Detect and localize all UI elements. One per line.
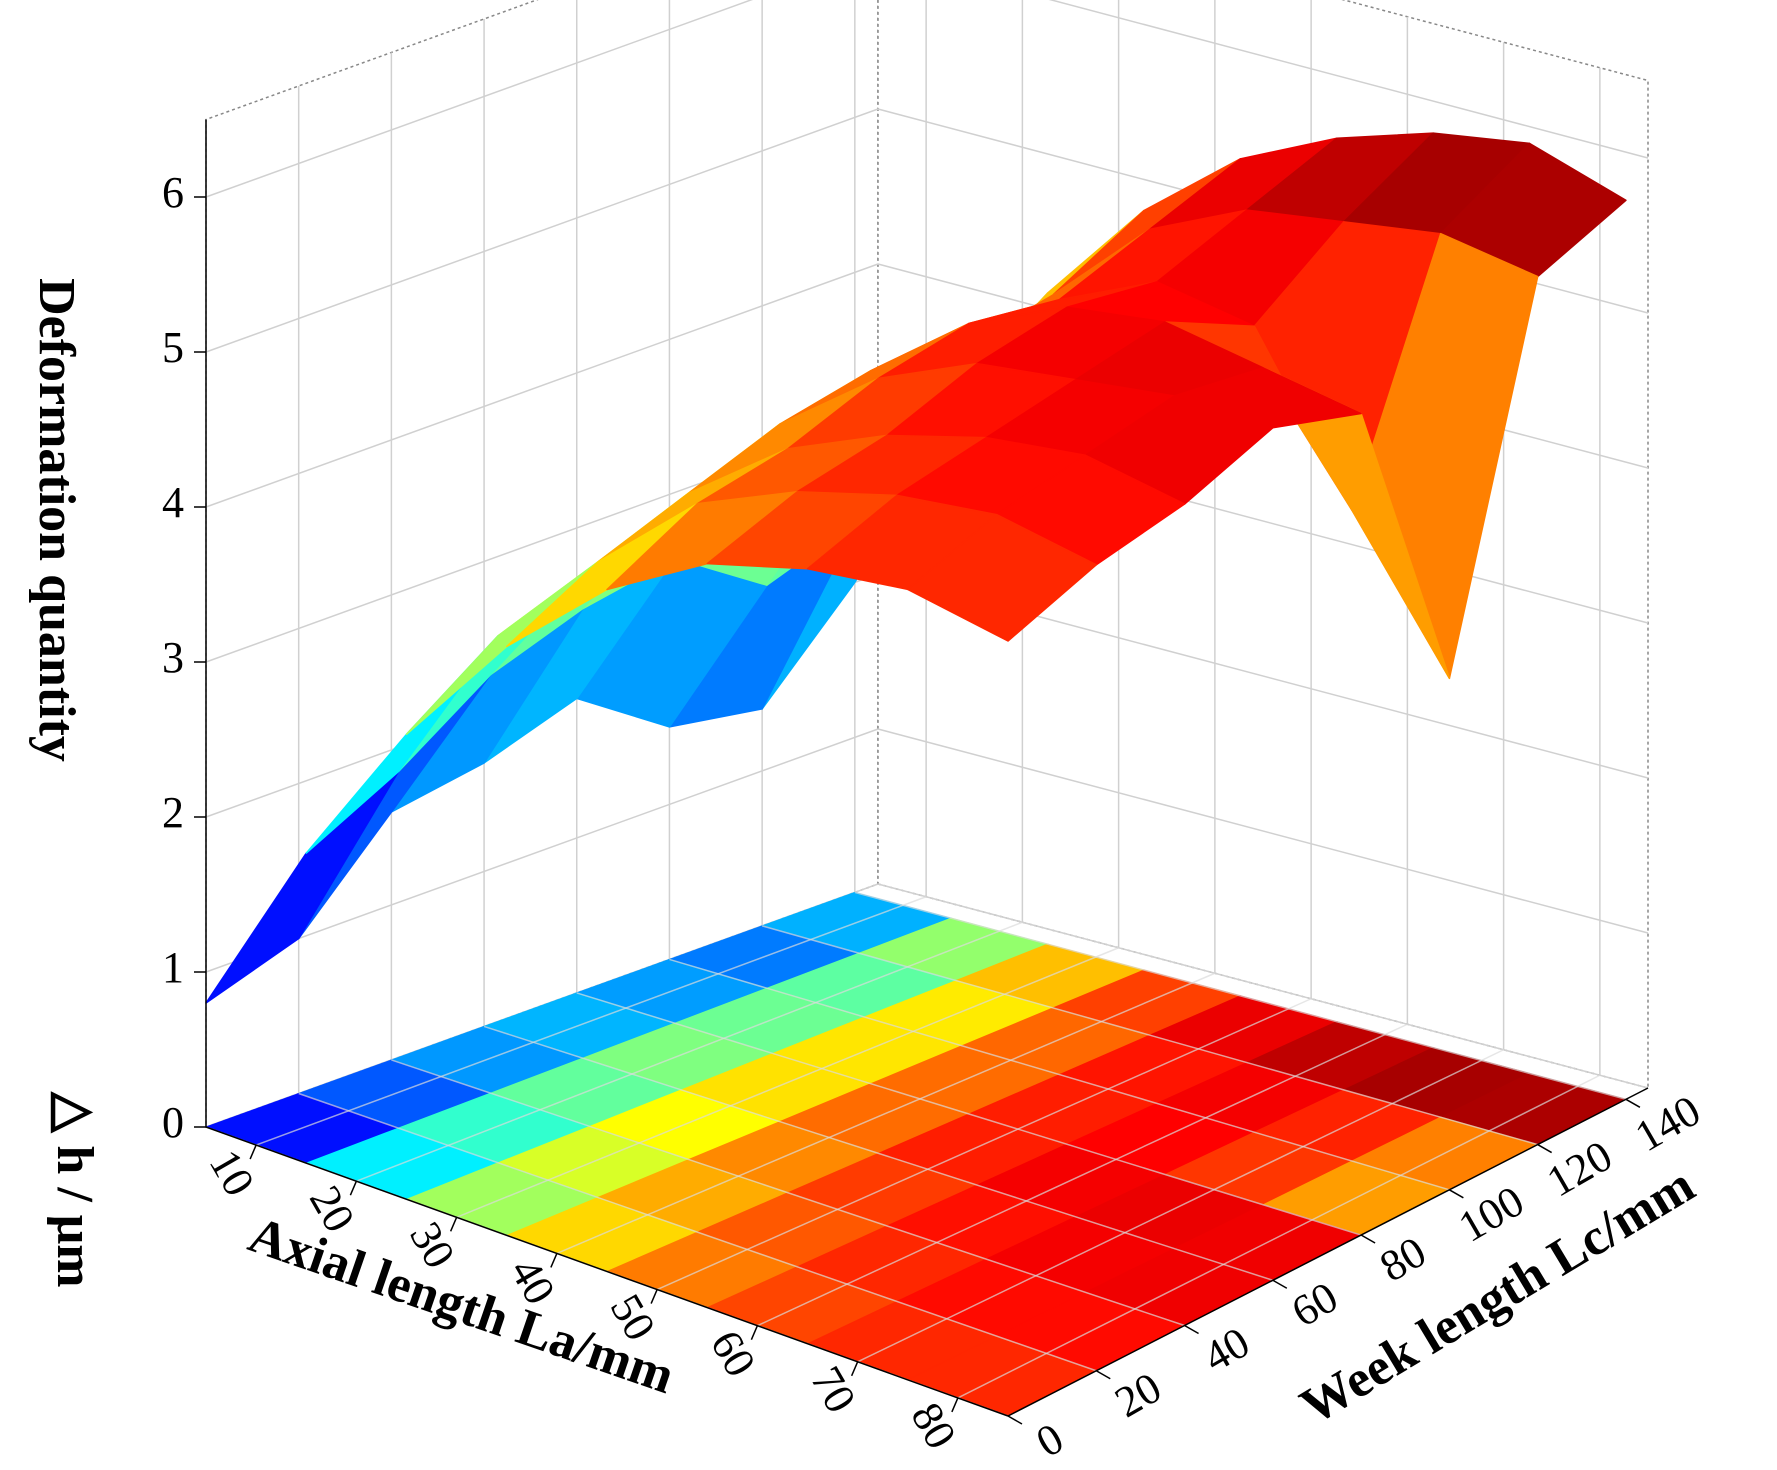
x-tick <box>850 1361 859 1377</box>
x-tick <box>750 1325 759 1340</box>
y-tick <box>1007 1415 1023 1425</box>
z-tick-label: 6 <box>162 168 184 217</box>
y-tick <box>1272 1279 1288 1289</box>
floor-grid-line <box>255 896 927 1146</box>
y-tick-label: 100 <box>1450 1176 1532 1251</box>
y-tick <box>1360 1234 1376 1244</box>
x-tick-label: 60 <box>701 1322 765 1385</box>
x-tick-label: 80 <box>901 1394 965 1457</box>
y-tick-label: 80 <box>1372 1227 1435 1291</box>
y-tick <box>1537 1143 1553 1154</box>
z-tick-label: 4 <box>162 478 184 527</box>
x-tick-label: 70 <box>801 1358 865 1421</box>
y-tick <box>1449 1189 1464 1199</box>
z-axis-unit: △ h / μm <box>46 1090 103 1287</box>
x-tick <box>449 1217 458 1232</box>
floor-grid-line <box>669 958 1450 1191</box>
y-tick-label: 20 <box>1107 1363 1170 1427</box>
floor-grid-line <box>757 1023 1408 1327</box>
z-tick-label: 1 <box>162 943 184 992</box>
x-tick <box>249 1144 257 1160</box>
z-tick-label: 3 <box>162 633 184 682</box>
x-tick <box>951 1397 959 1413</box>
floor-grid-line <box>576 992 1362 1236</box>
y-tick-label: 0 <box>1028 1413 1072 1466</box>
y-tick-label: 60 <box>1283 1272 1346 1336</box>
floor-grid-line <box>761 925 1538 1146</box>
floor-grid-line <box>556 972 1216 1255</box>
y-tick <box>1184 1324 1199 1335</box>
floor-grid-line <box>456 947 1119 1219</box>
z-tick-label: 5 <box>162 323 184 372</box>
grid-line <box>877 728 1649 934</box>
grid-line <box>205 728 879 973</box>
y-tick-label: 140 <box>1627 1086 1709 1161</box>
x-tick <box>550 1253 558 1268</box>
surface-cell <box>907 513 1098 642</box>
grid-line <box>877 883 1649 1089</box>
z-tick-label: 2 <box>162 788 184 837</box>
floor-grid-line <box>483 1025 1274 1281</box>
grid-line <box>1048 0 1649 159</box>
y-tick <box>1095 1370 1111 1380</box>
z-axis-title: Deformation quantity <box>28 278 85 762</box>
y-tick-label: 120 <box>1539 1131 1621 1206</box>
floor-grid-line <box>356 921 1023 1182</box>
floor-grid-line <box>391 1059 1185 1327</box>
x-tick-label: 10 <box>200 1142 264 1205</box>
z-tick-label: 0 <box>162 1098 184 1147</box>
y-tick-label: 40 <box>1195 1317 1258 1381</box>
floor-grid-line <box>957 1074 1601 1399</box>
x-tick <box>349 1180 358 1196</box>
x-tick <box>650 1289 658 1304</box>
floor-grid-line <box>656 998 1312 1291</box>
x-axis <box>205 1126 1009 1417</box>
grid-line <box>205 0 753 198</box>
y-axis <box>1007 1087 1649 1417</box>
floor-grid-line <box>857 1049 1504 1363</box>
y-tick <box>1625 1098 1641 1108</box>
grid-line <box>205 263 879 508</box>
grid-line <box>205 108 879 353</box>
floor-grid-line <box>854 891 1627 1101</box>
floor-grid-line <box>298 1092 1097 1372</box>
